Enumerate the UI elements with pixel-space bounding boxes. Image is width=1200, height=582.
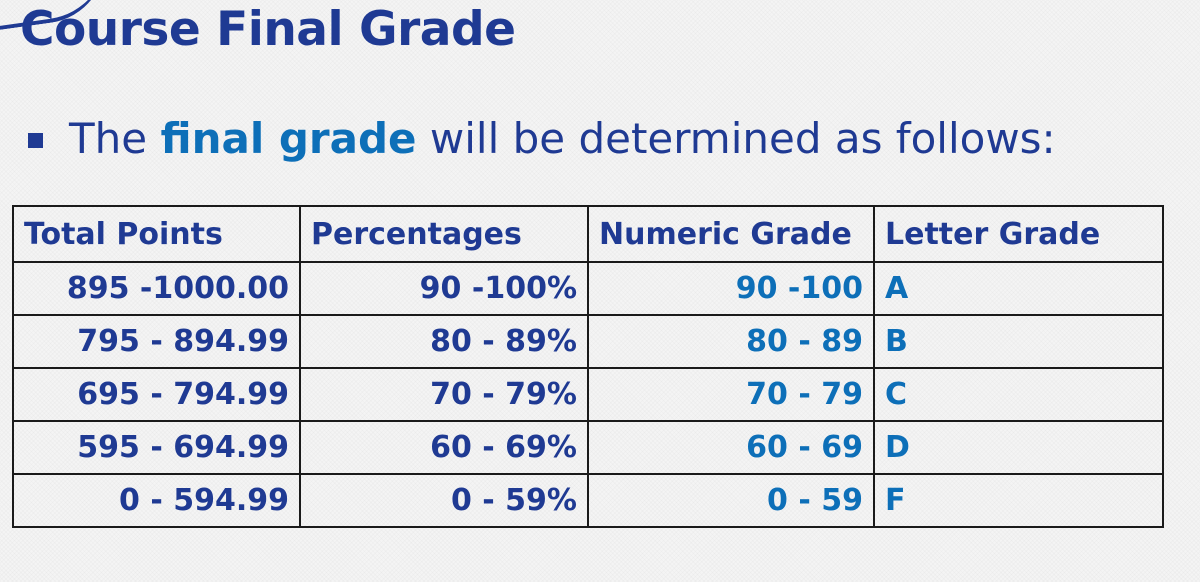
letter-grade-cell: B <box>873 314 1164 369</box>
percentage-cell: 90 -100% <box>299 261 589 316</box>
bullet-text-highlight: final grade <box>160 114 417 163</box>
header-letter-grade: Letter Grade <box>873 205 1164 263</box>
bullet-point: The final grade will be determined as fo… <box>28 114 1056 163</box>
bullet-text-after: will be determined as follows: <box>416 114 1056 163</box>
table-row: 895 -1000.00 90 -100% 90 -100 A <box>12 261 1164 316</box>
percentage-cell: 0 - 59% <box>299 473 589 528</box>
bullet-text: The final grade will be determined as fo… <box>69 114 1056 163</box>
table-row: 0 - 594.99 0 - 59% 0 - 59 F <box>12 473 1164 528</box>
percentage-cell: 70 - 79% <box>299 367 589 422</box>
table-row: 795 - 894.99 80 - 89% 80 - 89 B <box>12 314 1164 369</box>
header-total-points: Total Points <box>12 205 301 263</box>
letter-grade-cell: D <box>873 420 1164 475</box>
numeric-grade-cell: 90 -100 <box>587 261 875 316</box>
table-row: 595 - 694.99 60 - 69% 60 - 69 D <box>12 420 1164 475</box>
numeric-grade-cell: 70 - 79 <box>587 367 875 422</box>
total-points-cell: 895 -1000.00 <box>12 261 301 316</box>
square-bullet-icon <box>28 133 43 148</box>
table-row: 695 - 794.99 70 - 79% 70 - 79 C <box>12 367 1164 422</box>
table-header-row: Total Points Percentages Numeric Grade L… <box>12 205 1164 263</box>
letter-grade-cell: C <box>873 367 1164 422</box>
grade-table: Total Points Percentages Numeric Grade L… <box>12 205 1164 528</box>
letter-grade-cell: A <box>873 261 1164 316</box>
numeric-grade-cell: 0 - 59 <box>587 473 875 528</box>
header-numeric-grade: Numeric Grade <box>587 205 875 263</box>
slide-title: Course Final Grade <box>20 2 516 57</box>
total-points-cell: 795 - 894.99 <box>12 314 301 369</box>
total-points-cell: 595 - 694.99 <box>12 420 301 475</box>
total-points-cell: 0 - 594.99 <box>12 473 301 528</box>
total-points-cell: 695 - 794.99 <box>12 367 301 422</box>
header-percentages: Percentages <box>299 205 589 263</box>
numeric-grade-cell: 80 - 89 <box>587 314 875 369</box>
bullet-text-before: The <box>69 114 161 163</box>
numeric-grade-cell: 60 - 69 <box>587 420 875 475</box>
letter-grade-cell: F <box>873 473 1164 528</box>
percentage-cell: 80 - 89% <box>299 314 589 369</box>
percentage-cell: 60 - 69% <box>299 420 589 475</box>
